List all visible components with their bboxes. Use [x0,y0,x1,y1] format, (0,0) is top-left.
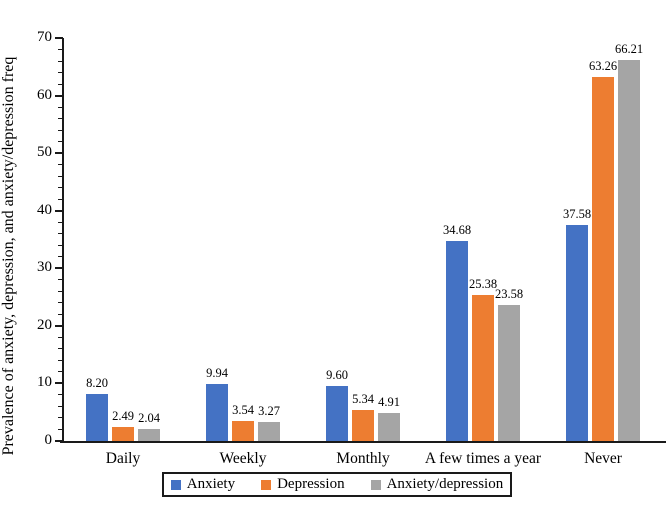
y-axis-minor-tick [58,72,63,74]
y-axis-major-tick [55,267,63,270]
y-axis-minor-tick [58,405,63,407]
y-axis-minor-tick [58,118,63,120]
bar-value-label: 3.54 [232,402,254,417]
y-axis-minor-tick [58,348,63,350]
bar-value-label: 4.91 [378,394,400,409]
y-axis-minor-tick [58,302,63,304]
bar-value-label: 25.38 [468,276,498,291]
legend-item: Anxiety [170,476,236,493]
y-tick-label: 60 [37,86,52,103]
y-axis-minor-tick [58,371,63,373]
y-axis-minor-tick [58,198,63,200]
legend-label: Anxiety [186,476,236,492]
x-category-label: A few times a year [424,450,542,467]
y-tick-label: 10 [37,374,52,391]
y-axis-minor-tick [58,313,63,315]
y-axis-minor-tick [58,244,63,246]
y-axis-minor-tick [58,83,63,85]
y-axis-minor-tick [58,60,63,62]
x-category-label: Never [584,450,622,467]
legend-label: Depression [277,476,345,492]
y-axis-minor-tick [58,175,63,177]
legend-marker-icon [170,479,181,490]
bar-anxiety-depression [138,429,160,441]
y-axis-minor-tick [58,141,63,143]
y-axis-minor-tick [58,221,63,223]
bar-value-label: 34.68 [442,223,472,238]
y-tick-label: 50 [37,144,52,161]
bar-value-label: 37.58 [562,206,592,221]
y-axis-minor-tick [58,279,63,281]
y-axis-major-tick [55,37,63,39]
y-axis-minor-tick [58,106,63,108]
legend-item: Anxiety/depression [370,476,504,493]
y-axis-minor-tick [58,49,63,50]
y-axis-major-tick [55,324,63,327]
bar-anxiety [86,393,108,441]
y-tick-label: 0 [44,432,53,448]
y-axis-minor-tick [58,290,63,292]
bar-depression [352,410,374,441]
y-axis-major-tick [55,152,63,155]
bar-depression [592,76,614,441]
x-category-label: Weekly [219,450,267,467]
bar-value-label: 5.34 [352,392,374,407]
bar-anxiety-depression [618,59,640,441]
bar-value-label: 2.04 [138,411,160,426]
y-axis-minor-tick [58,428,63,430]
bar-anxiety-depression [258,422,280,441]
y-axis-major-tick [55,440,63,442]
legend-marker-icon [261,479,272,490]
y-tick-label: 40 [37,201,52,218]
bar-value-label: 9.94 [206,365,228,380]
bar-value-label: 2.49 [112,408,134,423]
legend-marker-icon [370,479,381,490]
bar-value-label: 8.20 [86,375,108,390]
bar-anxiety-depression [498,305,520,441]
y-axis-minor-tick [58,233,63,235]
y-axis-minor-tick [58,359,63,361]
legend-item: Depression [261,476,345,493]
bar-anxiety [206,383,228,441]
bar-value-label: 66.21 [614,41,644,56]
x-category-label: Monthly [336,450,390,467]
y-tick-label: 70 [37,29,52,45]
y-axis-major-tick [55,94,63,97]
bar-anxiety [566,224,588,441]
y-axis-minor-tick [58,164,63,166]
y-axis-major-tick [55,209,63,212]
y-axis-minor-tick [58,394,63,396]
x-axis-line [60,441,666,443]
bar-value-label: 9.60 [326,367,348,382]
y-tick-label: 20 [37,316,52,333]
legend-label: Anxiety/depression [386,476,504,492]
bar-depression [472,294,494,441]
bar-value-label: 3.27 [258,404,280,419]
bar-anxiety [326,385,348,441]
bar-depression [112,426,134,441]
y-tick-label: 30 [37,259,52,276]
y-axis-minor-tick [58,256,63,258]
bar-value-label: 23.58 [494,287,524,302]
bar-value-label: 63.26 [588,58,618,73]
legend: Anxiety Depression Anxiety/depression [162,472,512,497]
y-axis-line [62,38,64,443]
bar-anxiety-depression [378,412,400,441]
y-axis-minor-tick [58,129,63,131]
bar-depression [232,420,254,441]
bar-anxiety [446,241,468,441]
y-axis-major-tick [55,382,63,385]
x-category-label: Daily [105,450,141,467]
y-axis-minor-tick [58,336,63,338]
y-axis-minor-tick [58,187,63,189]
y-axis-minor-tick [58,417,63,419]
